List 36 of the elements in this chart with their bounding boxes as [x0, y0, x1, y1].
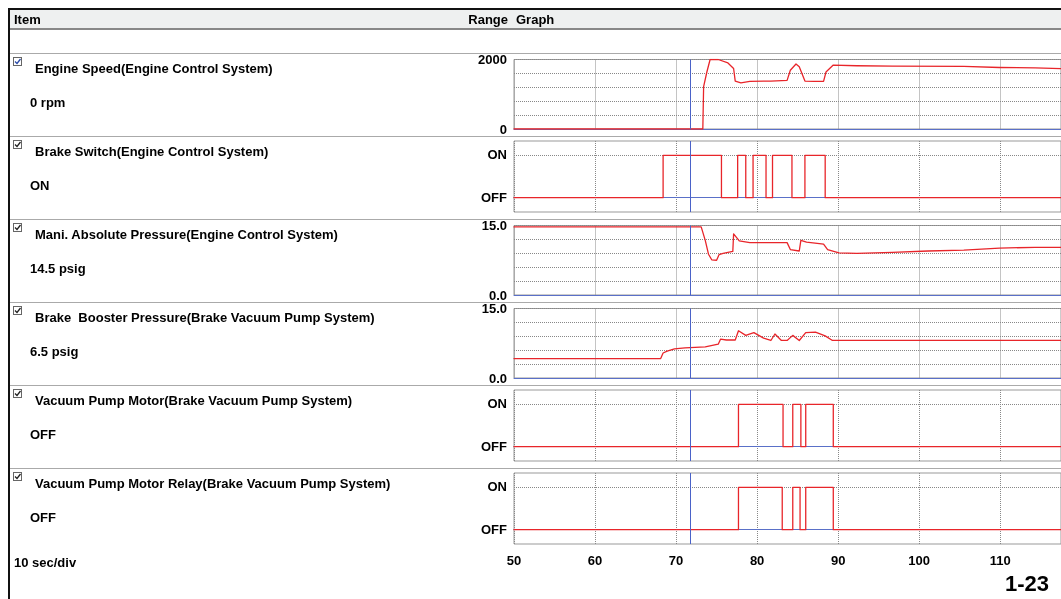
text: 14.5 psig [30, 261, 86, 276]
text: ON [30, 178, 50, 193]
y-tick-label: 2000 [478, 52, 507, 67]
y-tick-label: 15.0 [481, 301, 507, 316]
y-axis-title: Brake Booster Pressure(Brake Vacuum Pump System) [35, 310, 375, 325]
x-tick-label: 90 [830, 553, 846, 568]
y-axis-title: Vacuum Pump Motor Relay(Brake Vacuum Pump System) [35, 476, 391, 491]
text: ON [487, 147, 507, 163]
y-axis-title: Brake Switch(Engine Control System) [35, 144, 269, 159]
text: 10 sec/div [14, 555, 77, 570]
y-axis-title: Vacuum Pump Motor(Brake Vacuum Pump System) [35, 393, 353, 408]
y-axis-title: Mani. Absolute Pressure(Engine Control System) [35, 227, 338, 242]
text: OFF [481, 521, 507, 537]
text: 0 rpm [30, 95, 66, 110]
text: 1-23 [1004, 571, 1049, 597]
text: 6.5 psig [30, 344, 79, 359]
x-tick-label: 50 [506, 553, 522, 568]
text: Item [14, 12, 41, 27]
x-tick-label: 100 [908, 553, 931, 568]
x-tick-label: 110 [989, 553, 1011, 568]
y-tick-label: 15.0 [481, 218, 507, 233]
text: ON [487, 479, 507, 495]
text: OFF [30, 510, 56, 525]
x-tick-label: 60 [587, 553, 603, 568]
y-tick-label: 0.0 [488, 370, 507, 386]
y-tick-label: 0.0 [488, 287, 507, 303]
text: ON [487, 396, 507, 412]
text: OFF [481, 189, 507, 205]
text: OFF [481, 438, 507, 454]
y-axis-title: Engine Speed(Engine Control System) [35, 61, 273, 76]
y-tick-label: 0 [499, 121, 507, 137]
text: Range [468, 12, 508, 27]
x-tick-label: 70 [668, 553, 684, 568]
text: Graph [516, 12, 555, 27]
x-tick-label: 80 [749, 553, 765, 568]
text: OFF [30, 427, 56, 442]
